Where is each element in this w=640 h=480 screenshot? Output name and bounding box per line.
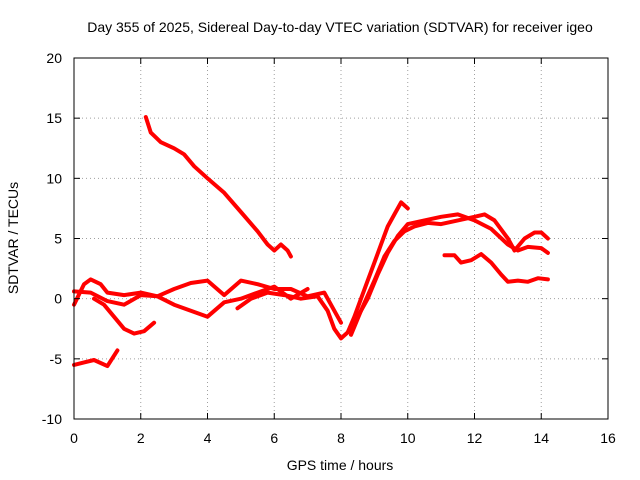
satellite-track-4 [72, 284, 310, 319]
chart-title: Day 355 of 2025, Sidereal Day-to-day VTE… [87, 19, 593, 35]
y-tick-label: 0 [54, 291, 62, 307]
series-layer [72, 115, 550, 369]
x-tick-label: 12 [467, 430, 483, 446]
x-tick-label: 8 [337, 430, 345, 446]
satellite-track-2 [143, 115, 293, 259]
y-tick-label: 15 [46, 110, 62, 126]
grid-layer [74, 58, 608, 419]
satellite-track-1 [72, 348, 120, 369]
x-tick-label: 10 [400, 430, 416, 446]
satellite-track-9 [442, 252, 550, 284]
satellite-track-5 [92, 296, 157, 336]
x-tick-label: 4 [204, 430, 212, 446]
y-tick-label: -10 [42, 411, 62, 427]
x-axis-label: GPS time / hours [287, 457, 394, 473]
y-tick-label: 20 [46, 50, 62, 66]
x-tick-label: 14 [533, 430, 549, 446]
y-axis-label: SDTVAR / TECUs [5, 182, 21, 294]
y-tick-label: -5 [50, 351, 63, 367]
x-tick-label: 6 [270, 430, 278, 446]
satellite-track-6 [235, 200, 410, 341]
y-tick-label: 5 [54, 231, 62, 247]
x-tick-label: 2 [137, 430, 145, 446]
satellite-track-3 [72, 277, 343, 325]
satellite-track-8 [349, 212, 550, 337]
y-tick-label: 10 [46, 170, 62, 186]
tick-layer: 0 2 4 6 8 10 12 14 16 -10 -5 0 5 10 15 20 [42, 50, 616, 446]
x-tick-label: 0 [70, 430, 78, 446]
x-tick-label: 16 [600, 430, 616, 446]
